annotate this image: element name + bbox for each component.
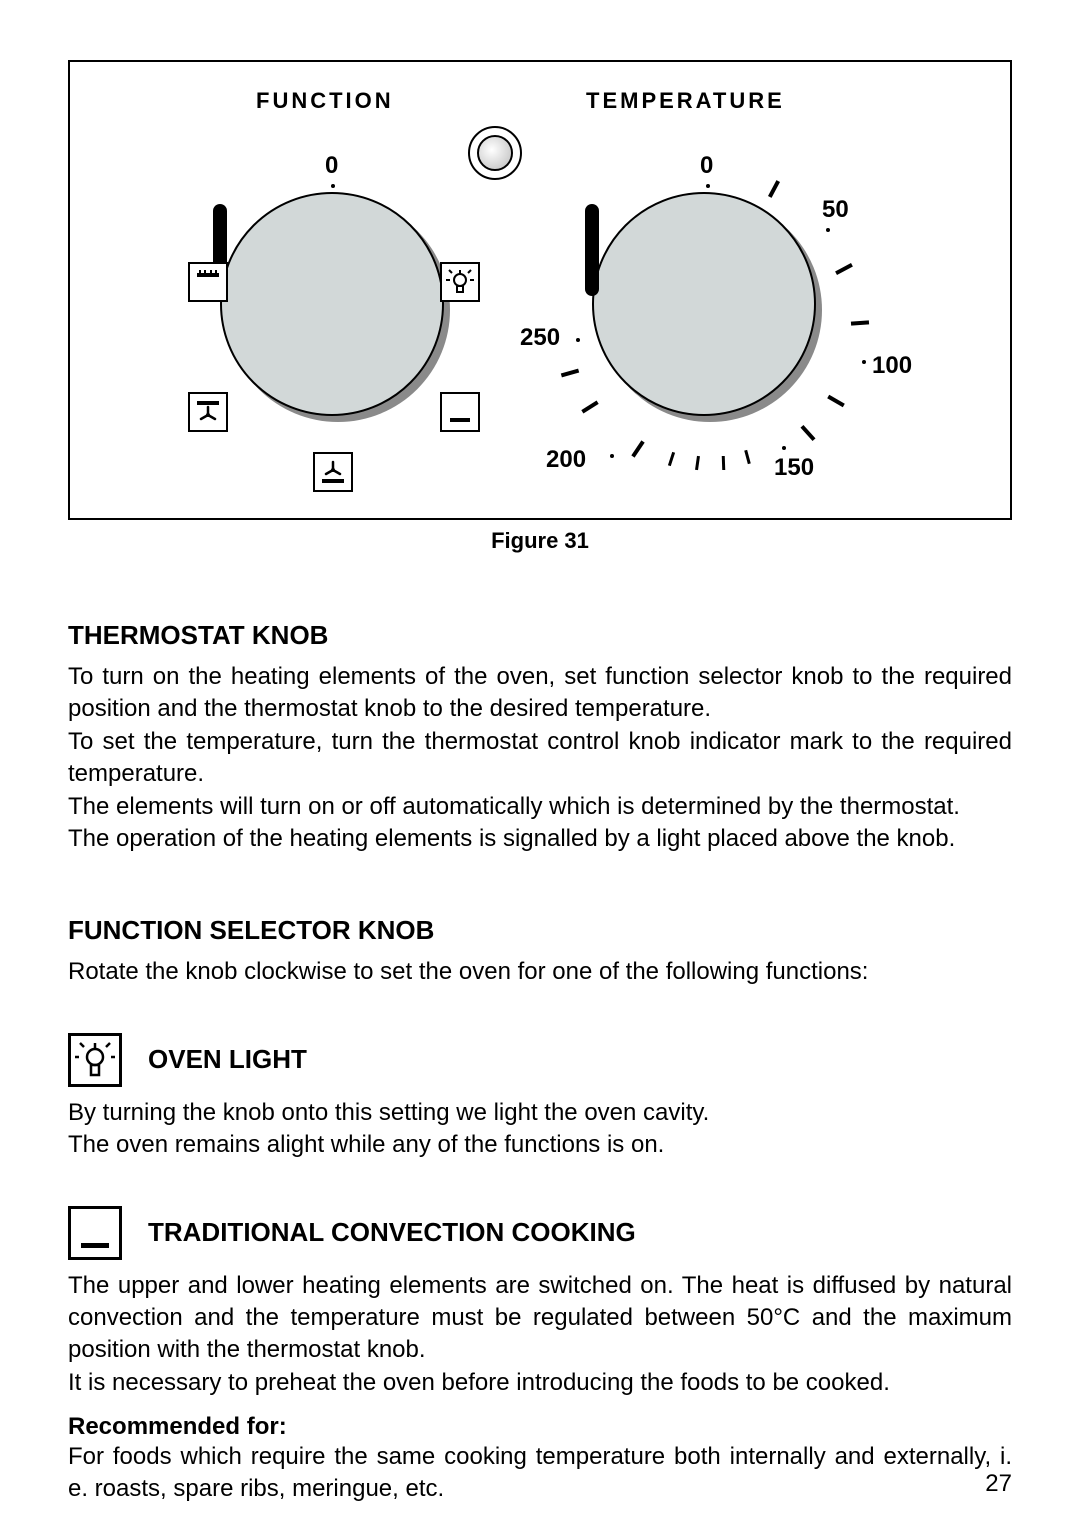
temperature-label: TEMPERATURE bbox=[586, 88, 785, 114]
body-text: Rotate the knob clockwise to set the ove… bbox=[68, 956, 1012, 988]
oven-light-icon bbox=[68, 1033, 122, 1087]
body-text: By turning the knob onto this setting we… bbox=[68, 1097, 1012, 1129]
tick bbox=[561, 369, 579, 378]
figure-box: FUNCTION TEMPERATURE 0 bbox=[68, 60, 1012, 520]
tick bbox=[768, 180, 780, 198]
tick bbox=[581, 401, 598, 414]
temp-200: 200 bbox=[546, 446, 586, 474]
page-number: 27 bbox=[985, 1470, 1012, 1498]
body-text: The elements will turn on or off automat… bbox=[68, 791, 1012, 823]
body-text: To set the temperature, turn the thermos… bbox=[68, 726, 1012, 791]
body-text: The oven remains alight while any of the… bbox=[68, 1129, 1012, 1161]
body-text: To turn on the heating elements of the o… bbox=[68, 661, 1012, 726]
tick-dot bbox=[862, 360, 866, 364]
temp-50: 50 bbox=[822, 196, 849, 224]
oven-light-heading: OVEN LIGHT bbox=[148, 1044, 307, 1075]
tick bbox=[668, 452, 675, 466]
tick bbox=[722, 456, 725, 470]
convection-small-icon bbox=[440, 392, 480, 432]
body-text: For foods which require the same cooking… bbox=[68, 1441, 1012, 1506]
tick-dot bbox=[576, 338, 580, 342]
thermostat-heading: THERMOSTAT KNOB bbox=[68, 620, 1012, 651]
grill-small-icon bbox=[188, 262, 228, 302]
tick bbox=[827, 395, 845, 407]
temp-zero: 0 bbox=[700, 152, 713, 180]
function-knob-zero: 0 bbox=[325, 152, 338, 180]
oven-light-row: OVEN LIGHT bbox=[68, 1033, 1012, 1087]
bottom-heat-fan-small-icon bbox=[313, 452, 353, 492]
tick bbox=[800, 425, 815, 441]
fan-cooking-small-icon bbox=[188, 392, 228, 432]
oven-light-small-icon bbox=[440, 262, 480, 302]
temp-250: 250 bbox=[520, 324, 560, 352]
body-text: The upper and lower heating elements are… bbox=[68, 1270, 1012, 1367]
recommended-label: Recommended for: bbox=[68, 1413, 1012, 1441]
function-label: FUNCTION bbox=[256, 88, 394, 114]
traditional-row: TRADITIONAL CONVECTION COOKING bbox=[68, 1206, 1012, 1260]
body-text: The operation of the heating elements is… bbox=[68, 823, 1012, 855]
temp-150: 150 bbox=[774, 454, 814, 482]
tick-dot bbox=[610, 454, 614, 458]
temp-100: 100 bbox=[872, 352, 912, 380]
tick-dot bbox=[331, 184, 335, 188]
selector-heading: FUNCTION SELECTOR KNOB bbox=[68, 915, 1012, 946]
tick bbox=[744, 450, 751, 464]
indicator-light-icon bbox=[468, 126, 522, 180]
tick-dot bbox=[706, 184, 710, 188]
body-text: It is necessary to preheat the oven befo… bbox=[68, 1367, 1012, 1399]
tick bbox=[695, 456, 700, 470]
tick-dot bbox=[782, 446, 786, 450]
tick bbox=[631, 440, 644, 457]
tick-dot bbox=[826, 228, 830, 232]
traditional-convection-icon bbox=[68, 1206, 122, 1260]
tick bbox=[835, 263, 853, 275]
figure-caption: Figure 31 bbox=[68, 528, 1012, 554]
tick bbox=[851, 320, 869, 325]
traditional-heading: TRADITIONAL CONVECTION COOKING bbox=[148, 1217, 636, 1248]
